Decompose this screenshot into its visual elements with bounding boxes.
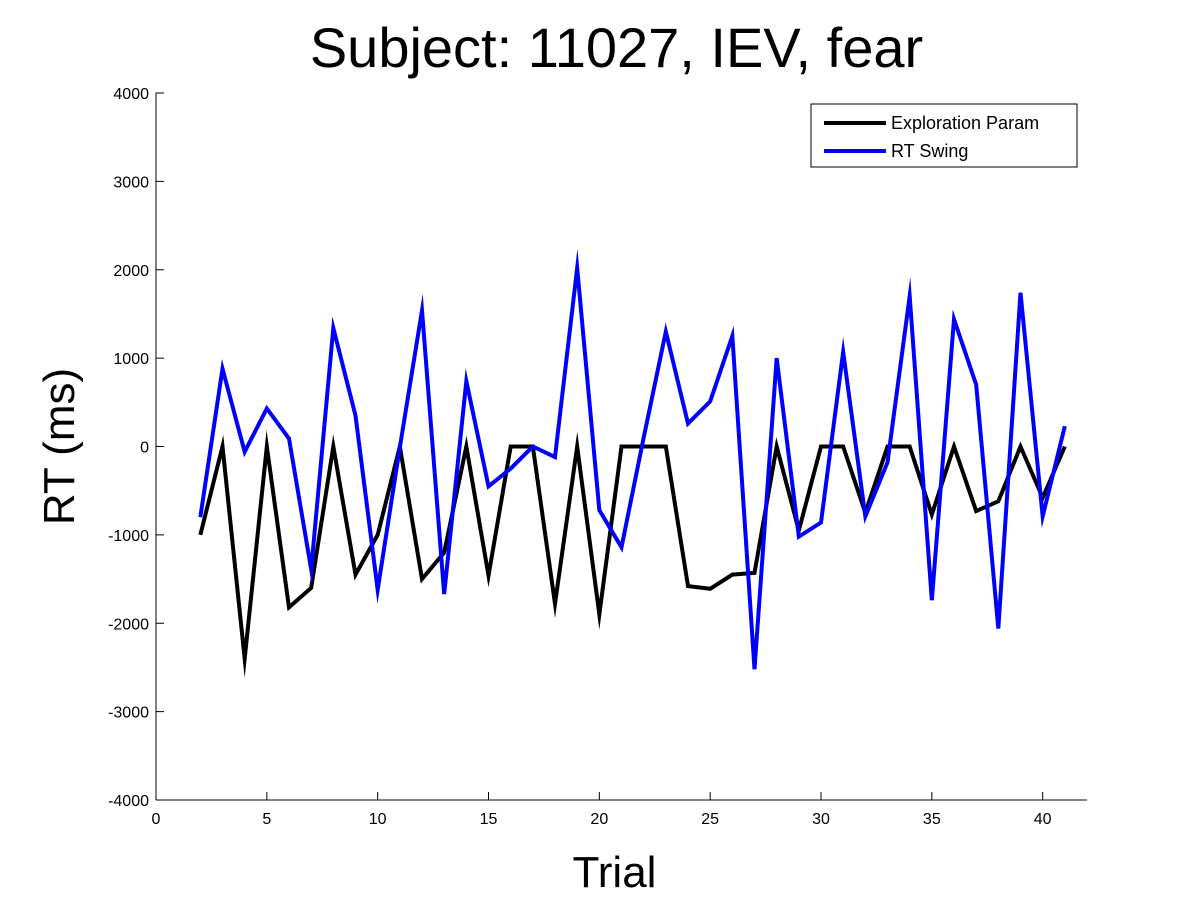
chart-title: Subject: 11027, IEV, fear (310, 16, 923, 79)
legend-box (810, 103, 1078, 168)
x-tick-label: 25 (701, 811, 719, 828)
x-axis-title: Trial (573, 848, 657, 897)
x-tick-label: 35 (923, 811, 941, 828)
y-tick-label: 2000 (113, 263, 149, 280)
plot-lines (198, 248, 1067, 678)
y-axis-title: RT (ms) (35, 368, 84, 525)
y-tick-label: -1000 (108, 528, 149, 545)
x-tick-label: 0 (152, 811, 161, 828)
legend-label: Exploration Param (891, 113, 1039, 133)
y-tick-label: -4000 (108, 793, 149, 810)
x-tick-label: 20 (590, 811, 608, 828)
y-tick-label: 3000 (113, 174, 149, 191)
x-tick-label: 5 (262, 811, 271, 828)
x-tick-label: 30 (812, 811, 830, 828)
legend-label: RT Swing (891, 141, 968, 161)
x-tick-label: 10 (369, 811, 387, 828)
y-tick-label: -2000 (108, 616, 149, 633)
series-line-exploration-param (198, 429, 1067, 678)
x-tick-label: 40 (1034, 811, 1052, 828)
y-tick-label: 0 (140, 440, 149, 457)
legend: Exploration Param RT Swing (810, 103, 1078, 168)
y-tick-label: 4000 (113, 86, 149, 103)
x-tick-label: 15 (480, 811, 498, 828)
series-line-rt-swing (198, 248, 1067, 670)
y-tick-label: 1000 (113, 351, 149, 368)
axes: 0 5 10 15 20 25 30 35 40 -4000 -3000 -2000 -1000 0 100… (108, 86, 1087, 828)
y-tick-label: -3000 (108, 705, 149, 722)
